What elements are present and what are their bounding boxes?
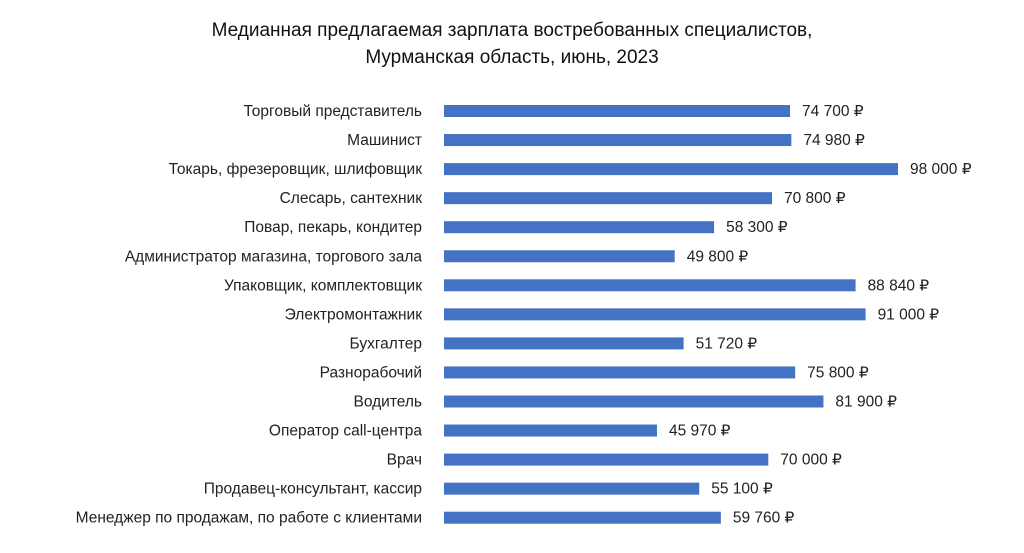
bar (444, 424, 657, 437)
value-label: 74 980 ₽ (803, 132, 865, 149)
value-label: 98 000 ₽ (910, 161, 972, 178)
value-label: 55 100 ₽ (711, 481, 773, 498)
chart-title-line-1: Медианная предлагаемая зарплата востребо… (211, 20, 813, 41)
value-label: 91 000 ₽ (878, 306, 940, 323)
value-label: 75 800 ₽ (807, 364, 869, 381)
bar (444, 308, 866, 321)
value-label: 45 970 ₽ (669, 423, 731, 440)
chart-title-line-2: Мурманская область, июнь, 2023 (365, 47, 659, 68)
value-label: 49 800 ₽ (687, 248, 749, 265)
bar (444, 395, 824, 408)
bar (444, 337, 684, 350)
bar (444, 482, 700, 495)
value-label: 70 000 ₽ (780, 452, 842, 469)
category-label: Водитель (354, 394, 422, 411)
category-label: Упаковщик, комплектовщик (224, 277, 422, 294)
bar (444, 105, 791, 117)
value-label: 88 840 ₽ (868, 277, 930, 294)
category-label: Врач (387, 452, 422, 469)
category-label: Продавец-консультант, кассир (204, 481, 422, 498)
category-label: Оператор call-центра (269, 423, 422, 440)
category-label: Торговый представитель (244, 103, 422, 120)
bar (444, 163, 898, 176)
category-label: Машинист (347, 132, 422, 149)
category-label: Бухгалтер (350, 335, 422, 352)
bar (444, 250, 675, 263)
category-label: Повар, пекарь, кондитер (244, 219, 422, 236)
value-label: 74 700 ₽ (802, 103, 864, 120)
value-label: 70 800 ₽ (784, 190, 846, 207)
category-label: Менеджер по продажам, по работе с клиент… (76, 510, 422, 527)
value-label: 81 900 ₽ (835, 394, 897, 411)
category-label: Электромонтажник (285, 306, 423, 323)
bar (444, 279, 856, 292)
bar (444, 221, 715, 234)
bars-layer: Торговый представитель 74 700 ₽ Машинист 74… (76, 103, 972, 527)
bar (444, 366, 796, 379)
value-label: 58 300 ₽ (726, 219, 788, 236)
value-label: 51 720 ₽ (696, 335, 758, 352)
value-label: 59 760 ₽ (733, 510, 795, 527)
category-label: Администратор магазина, торгового зала (125, 248, 423, 265)
category-label: Разнорабочий (320, 364, 422, 381)
bar (444, 453, 769, 466)
bar (444, 192, 772, 205)
category-label: Слесарь, сантехник (280, 190, 423, 207)
bar (444, 134, 792, 147)
category-label: Токарь, фрезеровщик, шлифовщик (169, 161, 423, 178)
bar (444, 511, 721, 524)
